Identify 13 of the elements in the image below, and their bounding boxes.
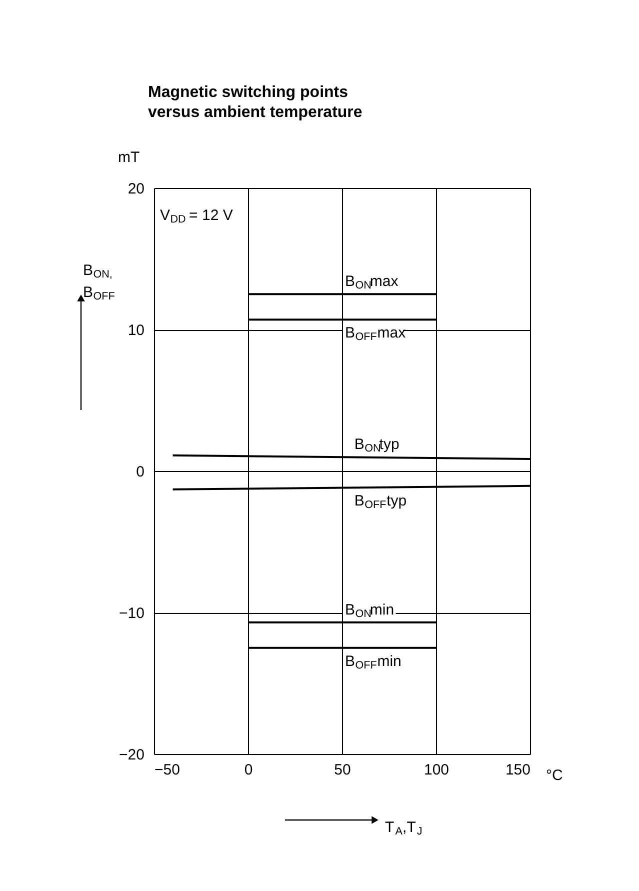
- x-tick-label: 0: [244, 762, 253, 778]
- y-tick-label: 0: [136, 464, 144, 480]
- y-tick-label: −10: [119, 605, 144, 622]
- x-tick-label: 50: [334, 762, 351, 778]
- text: °C: [546, 767, 563, 784]
- text: mT: [118, 149, 140, 166]
- x-tick-label: 150: [505, 762, 530, 778]
- y-tick-label: −20: [119, 746, 144, 764]
- y-tick-label: 10: [128, 322, 144, 339]
- x-tick-label: −50: [154, 762, 180, 778]
- x-tick-label: 100: [424, 762, 450, 778]
- y-tick-label: 20: [128, 180, 144, 198]
- chart-title: Magnetic switching points versus ambient temperature: [148, 84, 362, 121]
